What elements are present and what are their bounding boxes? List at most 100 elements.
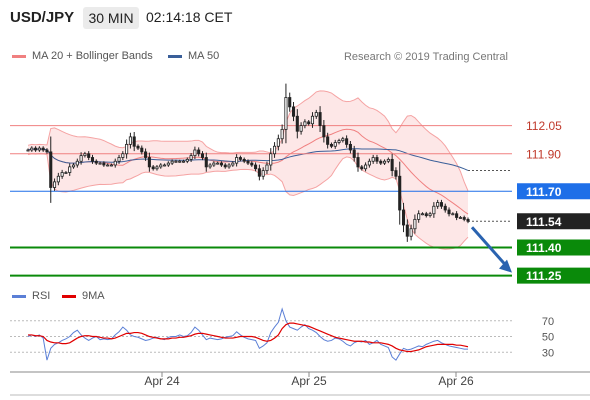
candle-body [299,125,303,132]
candle-body [45,149,49,153]
candle-body [295,115,299,132]
candle-body [37,147,41,151]
candle-body [439,202,443,207]
resistance-label: 111.90 [526,147,561,161]
candle-body [200,153,205,158]
rsi-line [27,307,468,361]
candle-body [269,153,273,166]
candle-body [386,158,390,162]
candle-body [417,213,421,220]
candle-body [318,112,322,127]
candle-body [113,160,117,166]
candle-body [94,160,98,164]
copyright-text: Research © 2019 Trading Central [343,51,508,63]
candle-body [208,164,212,168]
interval-selector[interactable]: 30 MIN [83,7,139,29]
candle-body [235,157,239,164]
candle-body [109,164,113,167]
x-tick-label: Apr 25 [291,374,327,388]
candle-body [367,160,371,166]
candle-body [181,160,186,163]
rsi-ma9-line [28,322,469,353]
candle-body [64,172,68,174]
support-label: 111.40 [526,241,562,255]
candle-body [420,213,425,216]
candle-body [379,160,383,164]
candle-body [30,147,34,151]
candle-body [68,166,72,173]
candle-body [136,145,140,149]
candle-body [193,149,197,157]
candle-body [405,224,409,237]
resistance-label: 112.05 [526,119,562,133]
candle-body [71,164,76,168]
candle-body [398,175,402,211]
candle-body [462,217,466,220]
candle-body [212,162,216,166]
pivot-tag [517,183,590,200]
candle-body [189,155,193,160]
candle-body [216,162,220,165]
candle-body [394,170,398,177]
candle-body [185,158,189,162]
candle-body [436,202,440,207]
legend-ma9-label: 9MA [82,290,105,302]
x-tick-label: Apr 26 [438,374,474,388]
legend-rsi-label: RSI [32,290,51,302]
candle-body [413,218,417,230]
candle-body [49,151,53,188]
candle-body [326,136,330,145]
candle-body [178,160,182,163]
candle-body [310,115,315,125]
timestamp: 02:14:18 CET [146,9,233,25]
rsi-tick-label: 70 [542,316,554,328]
candle-body [314,112,318,117]
candle-body [284,97,288,130]
support-label: 111.25 [526,269,562,283]
candle-body [322,125,326,138]
candle-body [447,209,451,215]
legend-bollinger: MA 20 + Bollinger Bands [12,50,153,62]
candle-body [231,162,235,166]
bollinger-upper-line [27,90,469,192]
candle-body [424,213,428,217]
candle-body [254,164,258,170]
candle-body [166,162,170,166]
candle-body [345,138,349,145]
candle-body [144,151,148,158]
candle-body [246,160,250,164]
candle-body [348,143,352,151]
candle-body [83,153,87,157]
candle-body [455,213,459,218]
candle-body [409,228,413,237]
candle-body [401,209,406,226]
candle-body [303,121,307,127]
legend-ma50-label: MA 50 [188,50,220,62]
candle-body [428,213,432,217]
candle-body [276,138,280,147]
candle-body [307,121,311,125]
candle-body [219,162,223,166]
legend-ma50: MA 50 [168,50,219,62]
candle-body [197,149,201,155]
ma9-swatch [62,294,76,298]
candle-body [34,147,38,151]
candle-body [79,155,83,162]
candle-body [170,160,174,164]
candle-body [56,175,60,183]
candle-body [242,158,246,162]
x-tick-label: Apr 24 [144,374,180,388]
legend-bollinger-label: MA 20 + Bollinger Bands [32,50,153,62]
candle-body [466,218,470,222]
projection-arrow-line [470,226,509,268]
candle-body [90,157,95,162]
last-price-label: 111.54 [526,215,562,229]
bollinger-band-fill [28,90,468,250]
candle-body [432,205,436,215]
candle-body [261,170,265,177]
projection-arrow-head [499,259,512,273]
candle-body [390,158,394,172]
candle-body [60,172,64,177]
support-tag [517,267,590,284]
